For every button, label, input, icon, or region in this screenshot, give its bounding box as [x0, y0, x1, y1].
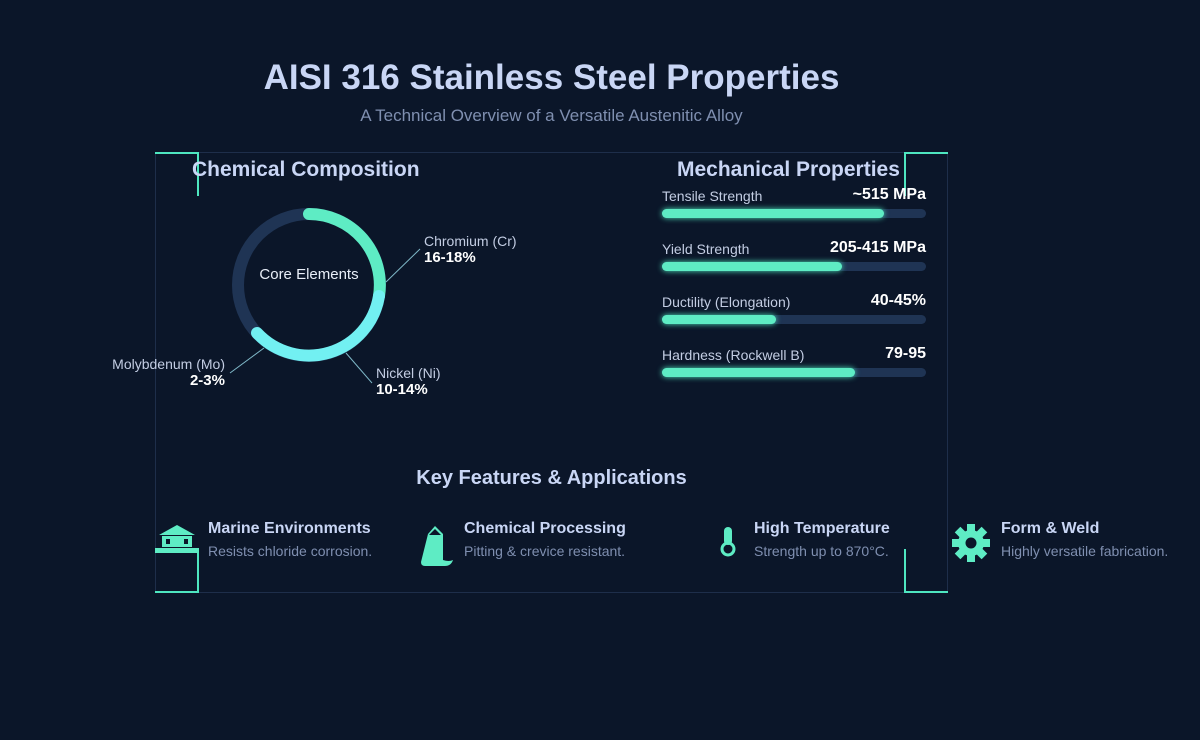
- feature-title: Chemical Processing: [464, 520, 626, 537]
- feature-title: High Temperature: [754, 520, 890, 537]
- feature-form-weld: Form & Weld Highly versatile fabrication.: [952, 520, 1169, 562]
- leader-line-chromium: [385, 248, 421, 283]
- leader-line-nickel: [345, 352, 373, 384]
- feature-desc: Highly versatile fabrication.: [1001, 543, 1169, 559]
- feature-temperature: High Temperature Strength up to 870°C.: [718, 520, 890, 559]
- property-bar-fill: [662, 262, 842, 271]
- element-name: Nickel (Ni): [376, 365, 441, 381]
- property-value: 79-95: [885, 345, 926, 362]
- property-name: Yield Strength: [662, 241, 750, 257]
- page-subtitle: A Technical Overview of a Versatile Aust…: [360, 106, 743, 125]
- corner-decoration: [155, 152, 199, 196]
- property-bar-fill: [662, 315, 776, 324]
- feature-chemical: Chemical Processing Pitting & crevice res…: [419, 520, 626, 566]
- element-name: Chromium (Cr): [424, 233, 517, 249]
- feature-desc: Resists chloride corrosion.: [208, 543, 373, 559]
- element-value: 16-18%: [424, 249, 476, 266]
- property-bar-track: [662, 262, 926, 271]
- property-value: ~515 MPa: [852, 186, 926, 203]
- donut-segment-chromium: [303, 208, 386, 302]
- flask-icon: [421, 526, 453, 566]
- donut-center-label: Core Elements: [259, 266, 359, 283]
- property-bar-track: [662, 315, 926, 324]
- thermometer-icon: [720, 527, 736, 557]
- corner-decoration: [155, 549, 199, 593]
- donut-segment-nickel: [251, 290, 385, 362]
- content-panel: [155, 152, 948, 593]
- legend-nickel: Nickel (Ni) 10-14%: [376, 365, 441, 398]
- feature-desc: Strength up to 870°C.: [754, 543, 889, 559]
- gear-icon: [952, 524, 990, 562]
- corner-decoration: [904, 549, 948, 593]
- mechanical-title: Mechanical Properties: [677, 158, 900, 181]
- element-value: 2-3%: [189, 372, 225, 389]
- composition-title: Chemical Composition: [192, 158, 420, 181]
- property-bar-track: [662, 368, 926, 377]
- feature-title: Marine Environments: [208, 520, 371, 537]
- property-row: Hardness (Rockwell B) 79-95: [662, 345, 926, 387]
- features-title: Key Features & Applications: [416, 467, 687, 489]
- property-row: Ductility (Elongation) 40-45%: [662, 292, 926, 334]
- property-name: Hardness (Rockwell B): [662, 347, 805, 363]
- building-icon: [155, 525, 199, 553]
- property-bar-fill: [662, 209, 884, 218]
- corner-decoration: [904, 152, 948, 196]
- property-name: Tensile Strength: [662, 188, 763, 204]
- element-value: 10-14%: [376, 381, 428, 398]
- leader-line-molybdenum: [229, 347, 265, 374]
- property-row: Yield Strength 205-415 MPa: [662, 239, 926, 281]
- legend-chromium: Chromium (Cr) 16-18%: [424, 233, 517, 266]
- property-bar-fill: [662, 368, 855, 377]
- property-name: Ductility (Elongation): [662, 294, 791, 310]
- feature-marine: Marine Environments Resists chloride corr…: [155, 520, 372, 559]
- element-name: Molybdenum (Mo): [112, 356, 225, 372]
- property-bar-track: [662, 209, 926, 218]
- feature-title: Form & Weld: [1001, 520, 1100, 537]
- legend-molybdenum: Molybdenum (Mo) 2-3%: [112, 356, 225, 389]
- feature-desc: Pitting & crevice resistant.: [464, 543, 626, 559]
- property-value: 40-45%: [870, 292, 926, 309]
- property-row: Tensile Strength ~515 MPa: [662, 186, 926, 228]
- page-title: AISI 316 Stainless Steel Properties: [263, 58, 840, 97]
- property-value: 205-415 MPa: [829, 239, 926, 256]
